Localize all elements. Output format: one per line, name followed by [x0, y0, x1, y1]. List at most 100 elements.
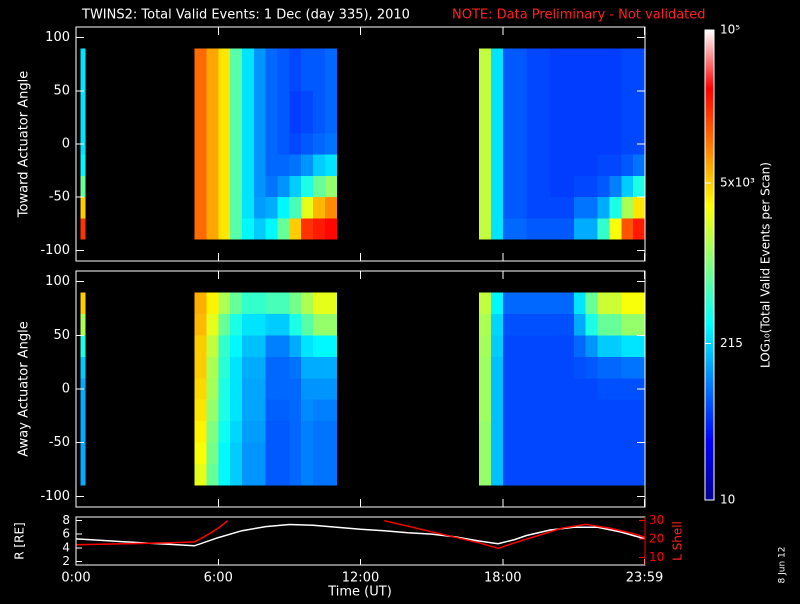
- heatmap-cell: [490, 90, 503, 113]
- heatmap-cell: [194, 69, 207, 91]
- heatmap-cell: [277, 48, 290, 70]
- heatmap-cell: [80, 154, 86, 176]
- heatmap-cell: [479, 464, 491, 486]
- heatmap-cell: [313, 399, 337, 422]
- heatmap-cell: [241, 112, 254, 134]
- heatmap-cell: [621, 154, 634, 176]
- heatmap-cell: [206, 399, 219, 422]
- heatmap-cell: [526, 218, 551, 240]
- heatmap-cell: [289, 90, 302, 113]
- heatmap-cell: [80, 218, 86, 240]
- heatmap-cell: [241, 464, 266, 486]
- heatmap-cell: [479, 197, 491, 219]
- heatmap-cell: [621, 356, 645, 379]
- x-tick-label: 18:00: [484, 571, 521, 586]
- heatmap-cell: [502, 154, 527, 176]
- chart-title: TWINS2: Total Valid Events: 1 Dec (day 3…: [81, 8, 410, 23]
- heatmap-cell: [241, 90, 254, 113]
- heatmap-cell: [301, 442, 314, 465]
- heatmap-cell: [609, 90, 622, 113]
- y-axis-label: Toward Actuator Angle: [17, 71, 32, 218]
- heatmap-cell: [621, 464, 645, 486]
- heatmap-cell: [289, 378, 302, 400]
- heatmap-cell: [80, 442, 86, 465]
- heatmap-cell: [597, 175, 610, 198]
- heatmap-cell: [194, 313, 207, 336]
- heatmap-cell: [301, 313, 314, 336]
- heatmap-cell: [479, 399, 491, 422]
- note: NOTE: Data Preliminary - Not validated: [452, 8, 706, 23]
- heatmap-cell: [194, 335, 207, 357]
- heatmap-cell: [289, 335, 302, 357]
- heatmap-cell: [277, 133, 290, 155]
- heatmap-cell: [218, 218, 231, 240]
- heatmap-cell: [265, 48, 278, 70]
- heatmap-cell: [277, 218, 290, 240]
- heatmap-cell: [324, 133, 337, 155]
- heatmap-cell: [194, 197, 207, 219]
- heatmap-cell: [218, 69, 231, 91]
- heatmap-cell: [550, 175, 574, 198]
- heatmap-cell: [265, 175, 278, 198]
- heatmap-cell: [597, 356, 622, 379]
- heatmap-cell: [241, 335, 266, 357]
- heatmap-cell: [206, 175, 219, 198]
- heatmap-cell: [313, 133, 325, 155]
- heatmap-cell: [289, 421, 302, 443]
- heatmap-cell: [573, 442, 586, 465]
- heatmap-cell: [597, 378, 622, 400]
- heatmap-cell: [277, 69, 290, 91]
- y2-tick-label: 10: [649, 550, 664, 564]
- panel-frame: [75, 270, 646, 508]
- heatmap-cell: [241, 48, 254, 70]
- heatmap-cell: [621, 133, 634, 155]
- heatmap-cell: [573, 175, 598, 198]
- heatmap-cell: [490, 464, 503, 486]
- heatmap-cell: [230, 442, 242, 465]
- heatmap-cell: [241, 175, 254, 198]
- heatmap-cell: [289, 154, 302, 176]
- heatmap-cell: [241, 399, 266, 422]
- heatmap-cell: [597, 335, 622, 357]
- y-tick-label: 50: [53, 83, 70, 98]
- heatmap-cell: [313, 69, 325, 91]
- heatmap-cell: [324, 218, 337, 240]
- heatmap-cell: [490, 154, 503, 176]
- heatmap-cell: [194, 442, 207, 465]
- heatmap-cell: [479, 356, 491, 379]
- y2-tick-label: 30: [649, 513, 664, 527]
- heatmap-cell: [597, 421, 622, 443]
- y2-tick-label: 20: [649, 532, 664, 546]
- heatmap-cell: [573, 112, 598, 134]
- heatmap-cell: [253, 90, 266, 113]
- heatmap-cell: [265, 421, 290, 443]
- heatmap-cell: [194, 112, 207, 134]
- heatmap-cell: [324, 90, 337, 113]
- heatmap-cell: [621, 48, 634, 70]
- heatmap-cell: [206, 69, 219, 91]
- heatmap-cell: [230, 90, 242, 113]
- heatmap-cell: [573, 90, 598, 113]
- heatmap-cell: [597, 154, 610, 176]
- heatmap-cell: [609, 112, 622, 134]
- heatmap-cell: [230, 48, 242, 70]
- heatmap-cell: [80, 112, 86, 134]
- heatmap-cell: [206, 154, 219, 176]
- heatmap-cell: [80, 48, 86, 70]
- heatmap-cell: [289, 442, 302, 465]
- heatmap-cell: [218, 313, 231, 336]
- heatmap-cell: [301, 356, 314, 379]
- heatmap-cell: [502, 112, 527, 134]
- heatmap-cell: [609, 154, 622, 176]
- heatmap-cell: [301, 292, 314, 314]
- y-tick-label: 0: [62, 137, 70, 152]
- heatmap-cell: [277, 175, 290, 198]
- heatmap-cell: [265, 218, 278, 240]
- heatmap-cell: [241, 154, 254, 176]
- heatmap-cell: [573, 133, 598, 155]
- heatmap-cell: [502, 175, 527, 198]
- heatmap-cell: [621, 442, 645, 465]
- heatmap-cell: [218, 154, 231, 176]
- heatmap-cell: [253, 175, 266, 198]
- heatmap-cell: [218, 292, 231, 314]
